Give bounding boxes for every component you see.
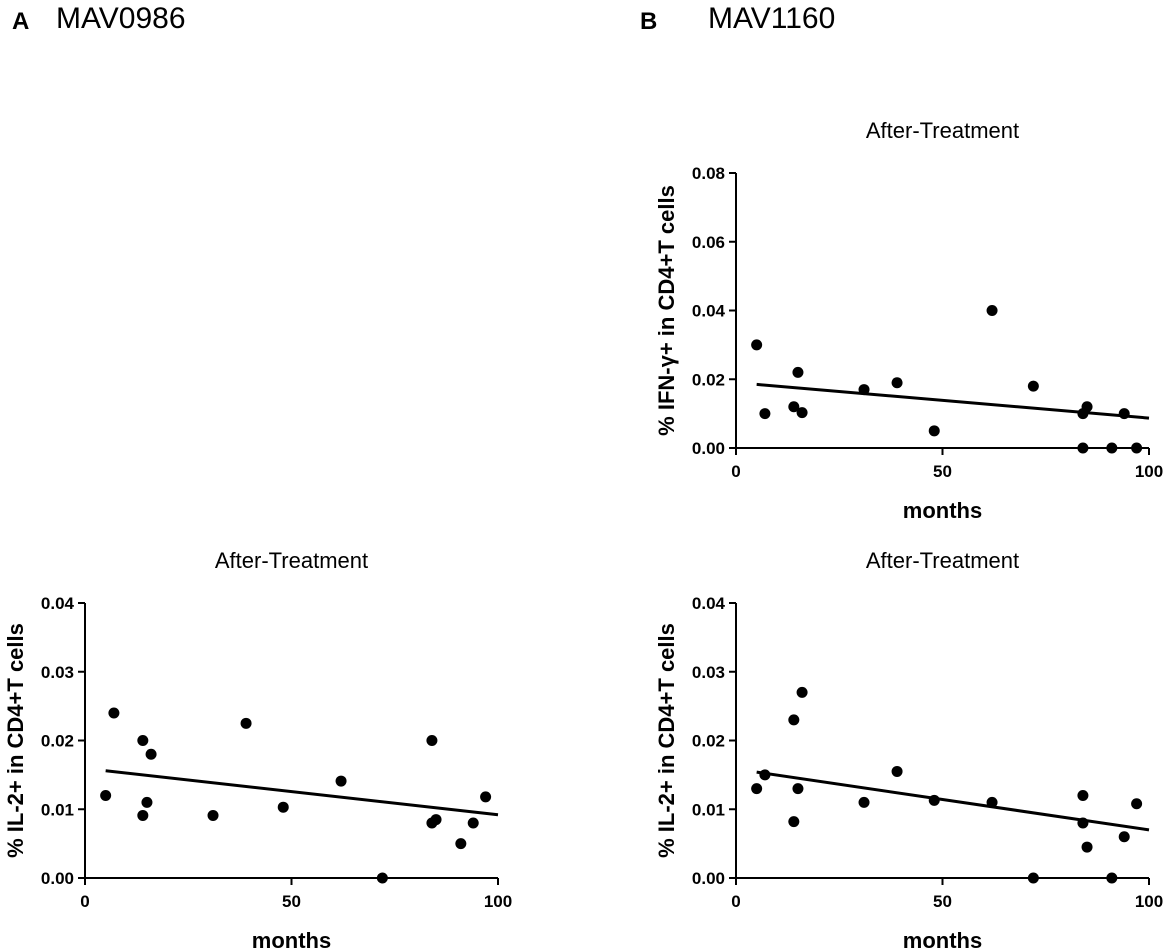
b-ifn-data-point <box>1131 442 1143 454</box>
b-il2-y-tick-label: 0.00 <box>692 869 725 888</box>
b-ifn-y-axis-label: % IFN-γ+ in CD4+T cells <box>654 185 679 436</box>
b-il2-y-axis-label: % IL-2+ in CD4+T cells <box>654 623 679 858</box>
a-il2-data-point <box>277 801 289 813</box>
b-il2-y-tick-label: 0.01 <box>692 800 725 819</box>
b-ifn-x-tick-label: 50 <box>933 462 952 481</box>
a-il2-data-point <box>480 791 492 803</box>
a-il2-data-point <box>240 717 252 729</box>
b-ifn-data-point <box>1081 401 1093 413</box>
b-ifn-data-point <box>986 305 998 316</box>
a-il2-y-tick-label: 0.01 <box>41 800 74 819</box>
b-ifn-data-point <box>1027 380 1039 392</box>
b-ifn-data-point <box>1077 442 1089 454</box>
b-ifn-title: After-Treatment <box>866 118 1019 143</box>
b-il2-x-tick-label: 50 <box>933 892 952 911</box>
a-il2-data-point <box>108 707 120 719</box>
b-il2-data-point <box>1131 798 1143 810</box>
b-il2-y-tick-label: 0.03 <box>692 663 725 682</box>
b-il2-data-point <box>1118 831 1130 843</box>
a-il2-x-tick-label: 100 <box>484 892 512 911</box>
b-ifn-data-point <box>759 408 771 420</box>
b-ifn-data-point <box>858 384 870 396</box>
a-il2-data-point <box>137 735 149 746</box>
b-il2-data-point <box>759 769 771 781</box>
a-il2-data-point <box>376 872 388 884</box>
b-il2-x-tick-label: 100 <box>1135 892 1163 911</box>
a-il2-data-point <box>100 790 112 801</box>
b-il2-data-point <box>1106 872 1118 884</box>
a-il2-x-tick-label: 0 <box>80 892 89 911</box>
b-ifn-data-point <box>1106 442 1118 454</box>
a-il2-data-point <box>335 775 347 787</box>
a-il2-y-tick-label: 0.02 <box>41 732 74 751</box>
a-il2-data-point <box>137 809 149 821</box>
b-il2-data-point <box>986 796 998 808</box>
b-ifn-x-tick-label: 0 <box>731 462 740 481</box>
b-ifn-data-point <box>796 407 808 419</box>
b-ifn-data-point <box>928 425 940 437</box>
b-ifn-y-tick-label: 0.02 <box>692 370 725 389</box>
a-il2-y-tick-label: 0.00 <box>41 869 74 888</box>
a-il2-data-point <box>145 748 157 760</box>
b-il2-data-point <box>796 686 808 698</box>
b-ifn-y-tick-label: 0.08 <box>692 164 725 183</box>
b-ifn-data-point <box>1118 408 1130 420</box>
panel-b-name: MAV1160 <box>708 2 836 35</box>
panel-a-letter: A <box>12 8 30 35</box>
b-ifn-y-tick-label: 0.04 <box>692 302 726 321</box>
b-il2-data-point <box>1027 872 1039 884</box>
b-il2-data-point <box>858 796 870 808</box>
a-il2-data-point <box>207 809 219 821</box>
b-ifn-data-point <box>788 401 800 413</box>
b-ifn-x-tick-label: 100 <box>1135 462 1163 481</box>
b-il2-regression-line <box>756 770 1150 832</box>
a-il2-y-tick-label: 0.04 <box>41 594 75 613</box>
a-il2-data-point <box>455 838 467 850</box>
b-il2-data-point <box>788 816 800 828</box>
b-il2-data-point <box>928 794 940 806</box>
b-il2-data-point <box>1081 841 1093 853</box>
b-il2-y-tick-label: 0.04 <box>692 594 726 613</box>
b-ifn-data-point <box>792 366 804 378</box>
a-il2-data-point <box>467 817 479 829</box>
b-il2-data-point <box>788 714 800 726</box>
b-ifn-y-tick-label: 0.06 <box>692 233 725 252</box>
b-ifn-regression-line <box>756 382 1150 420</box>
b-ifn-y-tick-label: 0.00 <box>692 439 725 458</box>
b-ifn-data-point <box>891 377 903 389</box>
b-il2-y-tick-label: 0.02 <box>692 732 725 751</box>
a-il2-x-tick-label: 50 <box>282 892 301 911</box>
a-il2-data-point <box>141 796 153 808</box>
a-il2-title: After-Treatment <box>215 548 368 573</box>
b-il2-data-point <box>792 783 804 795</box>
b-il2-data-point <box>891 765 903 777</box>
b-ifn-x-axis-label: months <box>903 498 982 523</box>
a-il2-x-axis-label: months <box>252 928 331 952</box>
a-il2-data-point <box>426 735 438 746</box>
b-il2-data-point <box>1077 790 1089 801</box>
a-il2-y-axis-label: % IL-2+ in CD4+T cells <box>3 623 28 858</box>
a-il2-y-tick-label: 0.03 <box>41 663 74 682</box>
b-il2-x-tick-label: 0 <box>731 892 740 911</box>
panel-a-name: MAV0986 <box>56 2 186 35</box>
b-il2-title: After-Treatment <box>866 548 1019 573</box>
a-il2-regression-line <box>105 769 499 817</box>
b-il2-data-point <box>1077 817 1089 829</box>
b-ifn-data-point <box>751 339 763 351</box>
b-il2-data-point <box>751 783 763 795</box>
a-il2-data-point <box>430 814 442 826</box>
panel-b-letter: B <box>640 8 658 35</box>
b-il2-x-axis-label: months <box>903 928 982 952</box>
